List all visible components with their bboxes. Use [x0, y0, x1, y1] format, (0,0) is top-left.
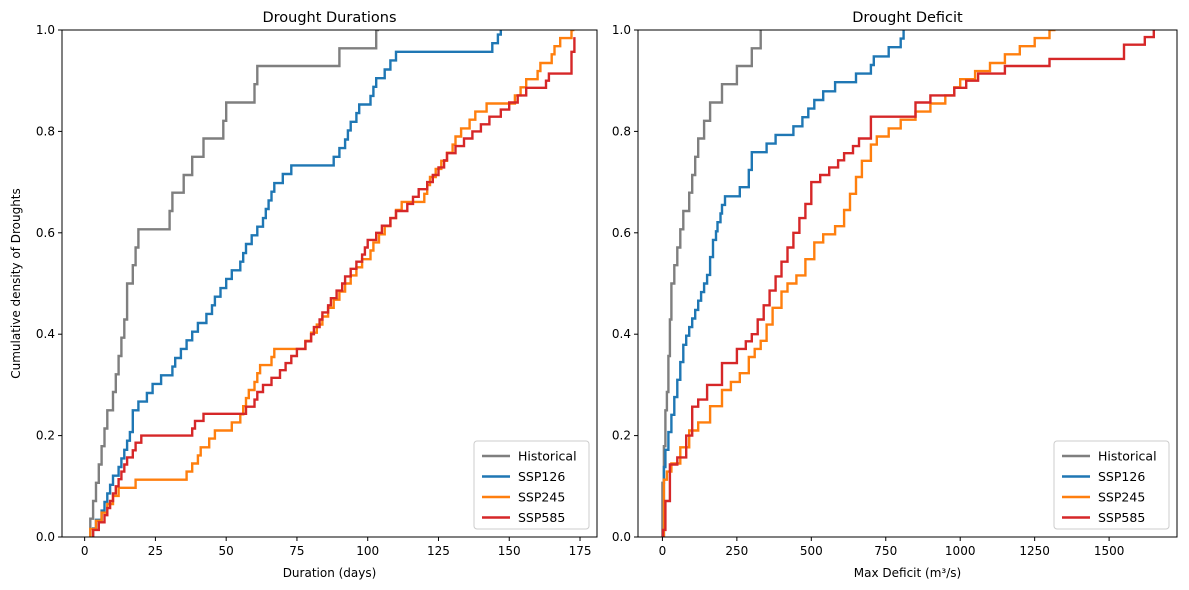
- def-x-axis-label: Max Deficit (m³/s): [854, 566, 961, 580]
- dur-legend: Historical SSP126 SSP245 SSP585: [473, 440, 590, 530]
- def-x-tick-label: 0: [659, 544, 667, 558]
- dur-series-ssp126-line: [91, 30, 502, 537]
- dur-legend-label-ssp245: SSP245: [518, 490, 565, 505]
- dur-x-tick-label: 175: [569, 544, 592, 558]
- def-legend-label-ssp126: SSP126: [1098, 469, 1145, 484]
- dur-x-tick-label: 0: [81, 544, 89, 558]
- dur-x-tick-label: 150: [498, 544, 521, 558]
- dur-y-axis-label: Cumulative density of Droughts: [9, 188, 23, 379]
- def-y-tick-label: 0.0: [612, 530, 631, 544]
- def-legend-label-ssp585: SSP585: [1098, 510, 1145, 525]
- dur-legend-label-historical: Historical: [518, 449, 577, 464]
- def-x-tick-label: 1500: [1094, 544, 1125, 558]
- dur-x-tick-label: 100: [356, 544, 379, 558]
- def-legend: Historical SSP126 SSP245 SSP585: [1053, 440, 1170, 530]
- dur-y-tick-label: 0.6: [36, 226, 55, 240]
- def-y-tick-label: 0.8: [612, 124, 631, 138]
- def-legend-label-ssp245: SSP245: [1098, 490, 1145, 505]
- def-chart-title: Drought Deficit: [852, 10, 963, 26]
- def-legend-box: [1053, 440, 1170, 530]
- deficit-panel: 0 250 500 750 1000 1250 1500 0.0 0.2 0.4 0.6 0.8 1.0…: [612, 10, 1178, 580]
- def-y-tick-label: 0.6: [612, 226, 631, 240]
- def-series-historical-line: [661, 30, 762, 537]
- def-x-tick-label: 1250: [1019, 544, 1050, 558]
- def-y-tick-label: 0.2: [612, 429, 631, 443]
- dur-legend-label-ssp585: SSP585: [518, 510, 565, 525]
- dur-y-tick-label: 0.4: [36, 327, 55, 341]
- def-y-tick-label: 0.4: [612, 327, 631, 341]
- def-series-ssp585-line: [661, 30, 1155, 537]
- dur-legend-label-ssp126: SSP126: [518, 469, 565, 484]
- def-series-ssp126-line: [662, 30, 905, 537]
- dur-x-tick-label: 25: [148, 544, 163, 558]
- dur-x-axis-label: Duration (days): [283, 566, 377, 580]
- def-legend-label-historical: Historical: [1098, 449, 1157, 464]
- def-series-ssp245-line: [662, 30, 1056, 537]
- def-x-tick-label: 250: [725, 544, 748, 558]
- dur-series-ssp585-line: [91, 37, 576, 537]
- dur-x-tick-label: 50: [219, 544, 234, 558]
- dur-series-historical-line: [89, 30, 379, 537]
- def-x-tick-label: 750: [874, 544, 897, 558]
- dur-y-tick-label: 0.0: [36, 530, 55, 544]
- dur-series-ssp245-line: [89, 30, 575, 537]
- def-x-tick-label: 1000: [945, 544, 976, 558]
- dur-y-tick-label: 1.0: [36, 23, 55, 37]
- dur-y-tick-label: 0.8: [36, 124, 55, 138]
- dur-x-tick-label: 125: [427, 544, 450, 558]
- dur-chart-title: Drought Durations: [262, 10, 396, 26]
- dur-axes-frame: [61, 29, 598, 538]
- def-axes-frame: [637, 29, 1178, 538]
- def-y-tick-label: 1.0: [612, 23, 631, 37]
- def-x-tick-label: 500: [800, 544, 823, 558]
- dur-legend-box: [473, 440, 590, 530]
- durations-panel: 0 25 50 75 100 125 150 175 0.0 0.2 0.4 0.6 0.8 1.0 Dro…: [9, 10, 598, 580]
- dur-x-tick-label: 75: [289, 544, 304, 558]
- dur-y-tick-label: 0.2: [36, 429, 55, 443]
